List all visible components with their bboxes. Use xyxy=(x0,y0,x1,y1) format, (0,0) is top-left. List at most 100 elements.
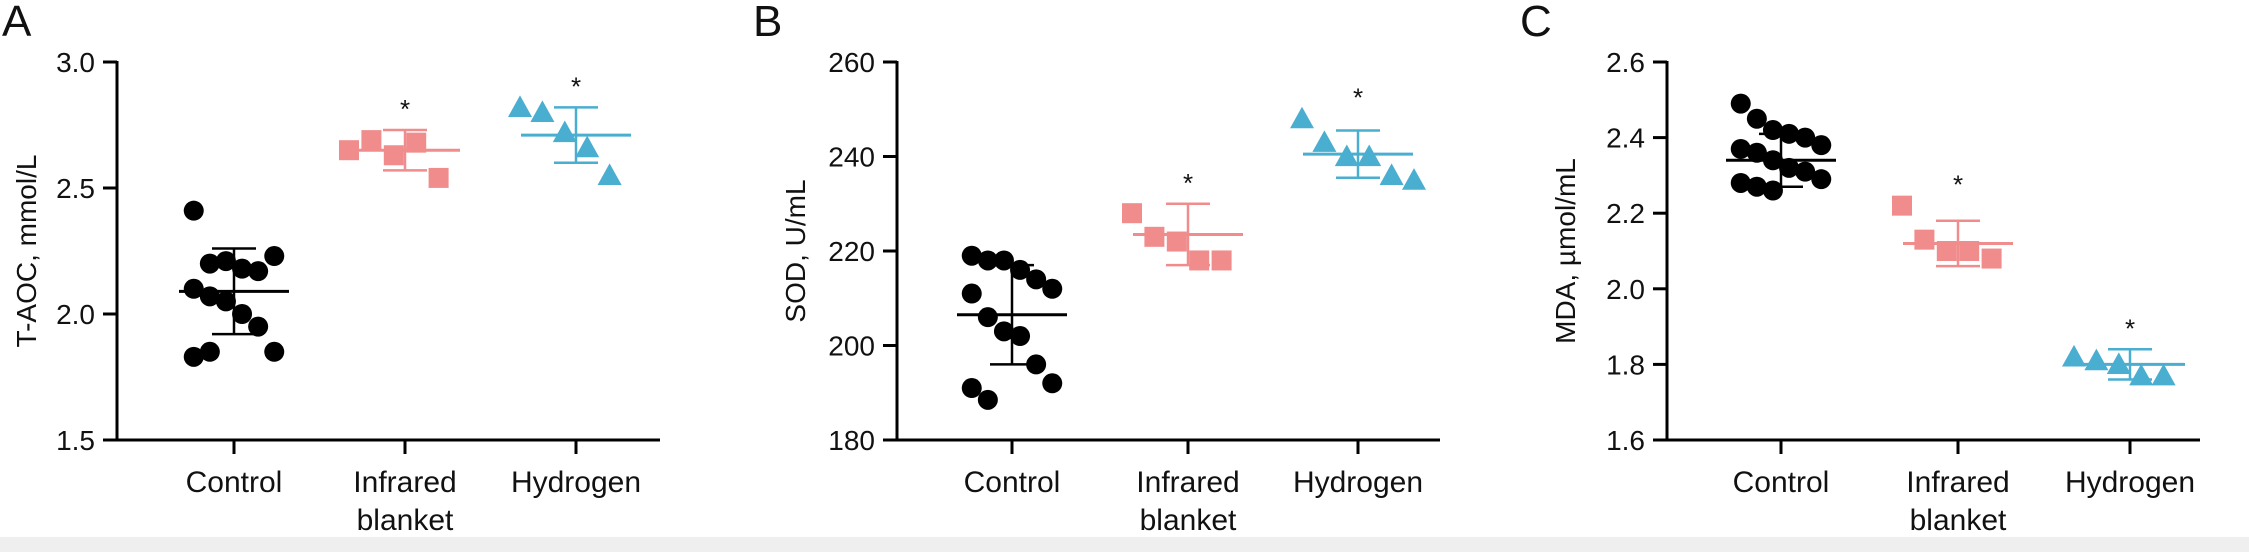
data-point xyxy=(183,200,204,221)
data-point xyxy=(1811,135,1832,156)
group-infrared-blanket: * xyxy=(1122,168,1243,271)
group-control xyxy=(179,200,289,367)
data-point xyxy=(1379,163,1404,185)
data-point xyxy=(597,163,622,185)
data-point xyxy=(215,251,236,272)
x-tick-label-line: Infrared xyxy=(353,466,456,499)
data-point xyxy=(2151,363,2176,386)
x-tick-label: Control xyxy=(964,466,1061,499)
data-point xyxy=(248,316,269,337)
group-hydrogen: * xyxy=(1290,83,1426,190)
data-point xyxy=(1730,138,1751,159)
y-tick-label: 260 xyxy=(828,47,875,78)
group-infrared-blanket: * xyxy=(1892,170,2013,269)
significance-mark: * xyxy=(2125,313,2135,343)
data-point xyxy=(977,307,998,328)
significance-mark: * xyxy=(1953,170,1963,200)
y-tick-label: 2.0 xyxy=(56,299,95,330)
x-tick-label: Control xyxy=(186,466,283,499)
y-tick-label: 1.5 xyxy=(56,425,95,456)
panel-b: B 180 200 220 240 260 SOD, U/mL Control Infrared… xyxy=(753,0,1440,537)
y-tick-label: 200 xyxy=(828,331,875,362)
data-point xyxy=(961,283,982,304)
data-point xyxy=(339,140,359,161)
figure-svg: A 1.5 2.0 2.5 3.0 T-AOC, mmol/L Control Infrare… xyxy=(2,0,2200,537)
y-tick-label: 2.6 xyxy=(1606,47,1645,78)
x-tick-label-line: blanket xyxy=(357,504,454,537)
data-point xyxy=(1746,108,1767,129)
panel-a: A 1.5 2.0 2.5 3.0 T-AOC, mmol/L Control Infrare… xyxy=(2,0,660,537)
x-tick-label: Infrared blanket xyxy=(1136,466,1239,537)
y-tick-label: 2.5 xyxy=(56,173,95,204)
data-point xyxy=(552,120,577,143)
data-point xyxy=(1144,226,1165,247)
group-control xyxy=(1726,93,1836,201)
data-point xyxy=(1026,354,1047,375)
y-axis-title: MDA, µmol/mL xyxy=(1550,158,1581,344)
x-tick-label: Hydrogen xyxy=(1293,466,1423,499)
x-tick-label-line: Hydrogen xyxy=(1293,466,1423,499)
y-axis-title: T-AOC, mmol/L xyxy=(11,155,42,348)
data-point xyxy=(1010,326,1031,347)
y-tick-label: 2.0 xyxy=(1606,274,1645,305)
data-point xyxy=(1166,231,1187,252)
data-point xyxy=(1189,250,1210,271)
x-tick-label-line: Infrared xyxy=(1906,466,2009,499)
y-tick-label: 2.2 xyxy=(1606,198,1645,229)
data-point xyxy=(2129,363,2154,386)
x-tick-label-line: Hydrogen xyxy=(2065,466,2195,499)
data-point xyxy=(993,321,1014,342)
data-point xyxy=(264,246,285,267)
y-tick-label: 3.0 xyxy=(56,47,95,78)
y-tick-label: 2.4 xyxy=(1606,123,1645,154)
x-tick-label-line: blanket xyxy=(1910,504,2007,537)
y-tick-label: 240 xyxy=(828,142,875,173)
data-point xyxy=(1779,157,1800,178)
x-tick-label-line: Control xyxy=(964,466,1061,499)
y-tick-label: 1.8 xyxy=(1606,349,1645,380)
panel-letter: A xyxy=(2,0,32,46)
data-point xyxy=(232,258,253,279)
y-tick-label: 180 xyxy=(828,425,875,456)
group-hydrogen: * xyxy=(2062,313,2185,386)
significance-mark: * xyxy=(1183,168,1193,198)
data-point xyxy=(530,100,555,122)
data-point xyxy=(961,378,982,399)
y-tick-label: 220 xyxy=(828,236,875,267)
data-point xyxy=(1746,142,1767,163)
data-point xyxy=(1026,269,1047,290)
data-point xyxy=(1914,229,1935,250)
significance-mark: * xyxy=(1353,83,1363,113)
data-point xyxy=(961,245,982,266)
data-point xyxy=(1290,106,1314,129)
data-point xyxy=(1746,176,1767,197)
data-point xyxy=(248,261,269,282)
data-point xyxy=(183,346,204,367)
data-point xyxy=(2084,348,2109,371)
data-point xyxy=(1042,278,1063,299)
x-tick-label: Infrared blanket xyxy=(1906,466,2009,537)
significance-mark: * xyxy=(400,94,410,124)
data-point xyxy=(1402,168,1426,190)
x-tick-label-line: Hydrogen xyxy=(511,466,641,499)
panel-letter: C xyxy=(1520,0,1552,46)
data-point xyxy=(977,389,998,410)
data-point xyxy=(383,145,404,166)
data-point xyxy=(1811,169,1832,190)
y-axis-title: SOD, U/mL xyxy=(780,179,811,322)
group-hydrogen: * xyxy=(508,71,631,185)
data-point xyxy=(199,341,220,362)
data-point xyxy=(1042,373,1063,394)
data-point xyxy=(1795,161,1816,182)
data-point xyxy=(1892,195,1912,216)
data-point xyxy=(575,135,600,158)
x-tick-label-line: Control xyxy=(186,466,283,499)
data-point xyxy=(1959,241,1980,261)
group-control xyxy=(957,245,1067,410)
data-point xyxy=(406,132,427,153)
significance-mark: * xyxy=(571,71,581,101)
x-tick-label: Hydrogen xyxy=(2065,466,2195,499)
data-point xyxy=(232,304,253,324)
data-point xyxy=(215,291,236,312)
x-tick-label-line: Infrared xyxy=(1136,466,1239,499)
